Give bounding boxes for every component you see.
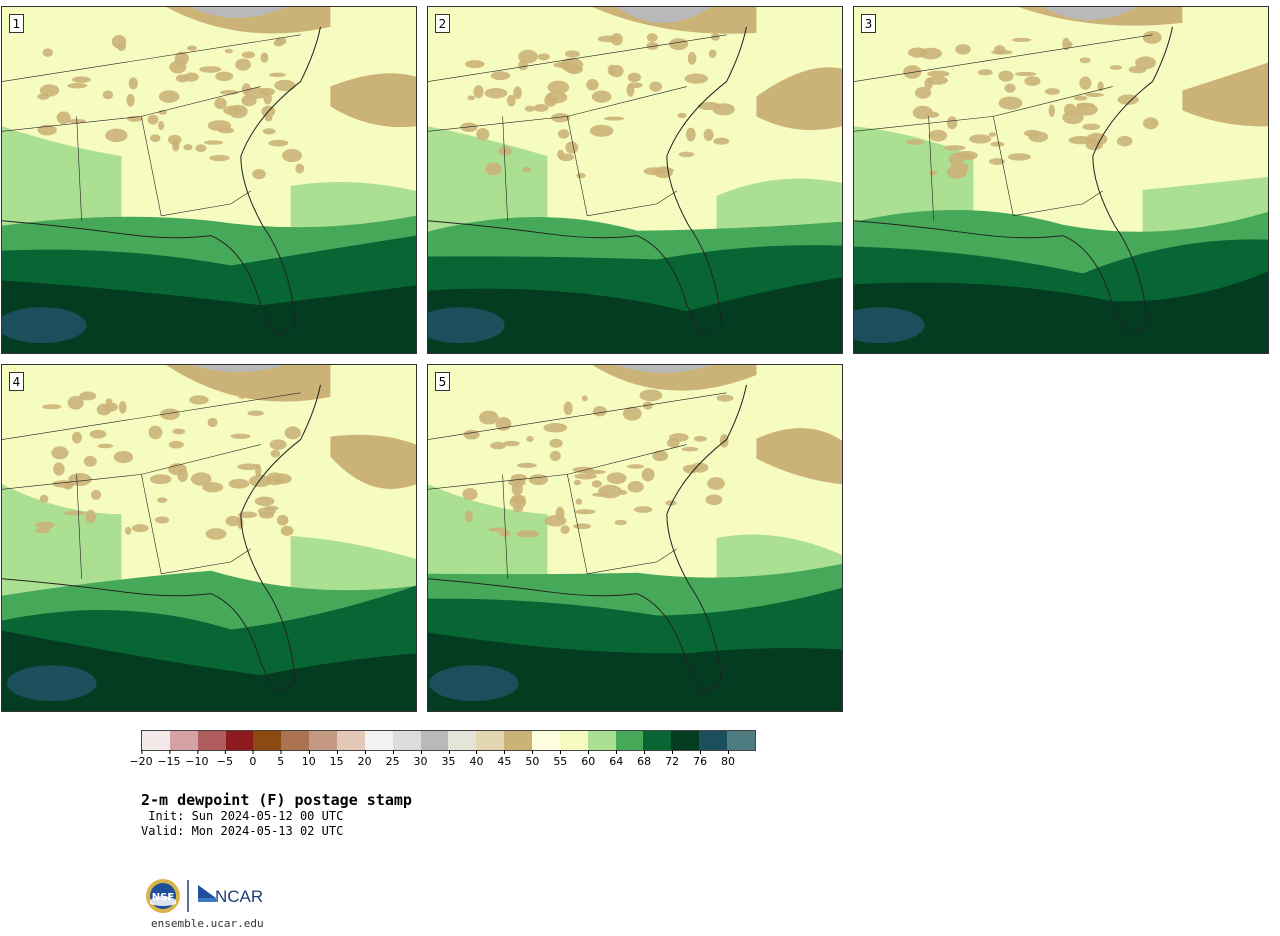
nsf-logo-text: NSF <box>152 892 174 903</box>
panel-number: 2 <box>435 14 450 33</box>
panel-number: 4 <box>9 372 24 391</box>
colorbar-tick-label: 25 <box>386 750 400 768</box>
colorbar-tick-label: 45 <box>497 750 511 768</box>
colorbar-swatch <box>476 731 505 750</box>
colorbar-tick-label: 68 <box>637 750 651 768</box>
state-borders <box>2 384 321 694</box>
colorbar-tick-label: 72 <box>665 750 679 768</box>
colorbar-tick-label: 0 <box>249 750 256 768</box>
colorbar-swatch <box>197 731 226 750</box>
colorbar-swatch <box>281 731 310 750</box>
state-borders <box>428 26 747 336</box>
member-panel-4: 4 <box>1 364 417 712</box>
member-panel-1: 1 <box>1 6 417 354</box>
colorbar-tick-label: 64 <box>609 750 623 768</box>
colorbar-swatch <box>559 731 588 750</box>
dewpoint-map <box>2 7 416 353</box>
colorbar-tick-label: 30 <box>414 750 428 768</box>
colorbar-swatch <box>337 731 365 750</box>
colorbar-tick-label: 40 <box>469 750 483 768</box>
dewpoint-map <box>2 365 416 711</box>
colorbar-tick-label: 60 <box>581 750 595 768</box>
member-panel-3: 3 <box>853 6 1269 354</box>
colorbar-tick-label: −10 <box>185 750 209 768</box>
panel-number: 1 <box>9 14 24 33</box>
colorbar-ticks: −20 −15 −10 −5 0 5 10 15 20 25 30 35 40 45 50 55 60 64 68 7… <box>129 750 756 772</box>
colorbar-tick-label: −15 <box>157 750 181 768</box>
figure-title: 2-m dewpoint (F) postage stamp <box>141 791 412 809</box>
dewpoint-fill <box>854 7 1268 353</box>
colorbar-swatch <box>643 731 672 750</box>
panel-number: 3 <box>861 14 876 33</box>
dewpoint-fill <box>2 365 416 711</box>
member-panel-2: 2 <box>427 6 843 354</box>
state-borders <box>428 384 747 694</box>
colorbar-swatch <box>671 731 700 750</box>
valid-time: Valid: Mon 2024-05-13 02 UTC <box>141 824 344 838</box>
colorbar-swatch <box>225 731 254 750</box>
colorbar-swatch <box>532 731 560 750</box>
colorbar-swatch <box>392 731 421 750</box>
colorbar-swatch <box>364 731 393 750</box>
nsf-logo: NSF <box>146 879 180 913</box>
panel-number: 5 <box>435 372 450 391</box>
state-borders <box>854 26 1173 336</box>
colorbar-swatch <box>615 731 644 750</box>
colorbar <box>141 730 756 751</box>
logos: NSF NCAR <box>145 878 275 916</box>
ncar-logo: NCAR <box>198 885 263 906</box>
init-time: Init: Sun 2024-05-12 00 UTC <box>141 809 344 823</box>
colorbar-swatch <box>309 731 338 750</box>
dewpoint-fill <box>2 7 416 353</box>
colorbar-tick-label: 10 <box>302 750 316 768</box>
dewpoint-map <box>428 365 842 711</box>
colorbar-swatch <box>587 731 616 750</box>
colorbar-tick-label: 5 <box>277 750 284 768</box>
colorbar-swatch <box>504 731 533 750</box>
colorbar-tick-label: −5 <box>217 750 233 768</box>
dewpoint-fill <box>428 7 842 353</box>
state-borders <box>2 26 321 336</box>
dewpoint-map <box>854 7 1268 353</box>
colorbar-tick-label: 35 <box>442 750 456 768</box>
colorbar-swatch <box>253 731 282 750</box>
colorbar-tick-label: −20 <box>129 750 153 768</box>
colorbar-tick-label: 15 <box>330 750 344 768</box>
colorbar-swatch <box>448 731 477 750</box>
ncar-logo-text: NCAR <box>215 887 263 906</box>
colorbar-swatch <box>142 731 170 750</box>
dewpoint-map <box>428 7 842 353</box>
colorbar-tick-label: 20 <box>358 750 372 768</box>
colorbar-tick-label: 80 <box>721 750 735 768</box>
website-url: ensemble.ucar.edu <box>151 917 264 930</box>
colorbar-swatch <box>727 731 755 750</box>
member-panel-5: 5 <box>427 364 843 712</box>
colorbar-tick-label: 55 <box>553 750 567 768</box>
colorbar-swatch <box>420 731 449 750</box>
colorbar-swatch <box>169 731 198 750</box>
dewpoint-fill <box>428 365 842 711</box>
colorbar-tick-label: 50 <box>525 750 539 768</box>
colorbar-tick-label: 76 <box>693 750 707 768</box>
colorbar-swatch <box>699 731 728 750</box>
